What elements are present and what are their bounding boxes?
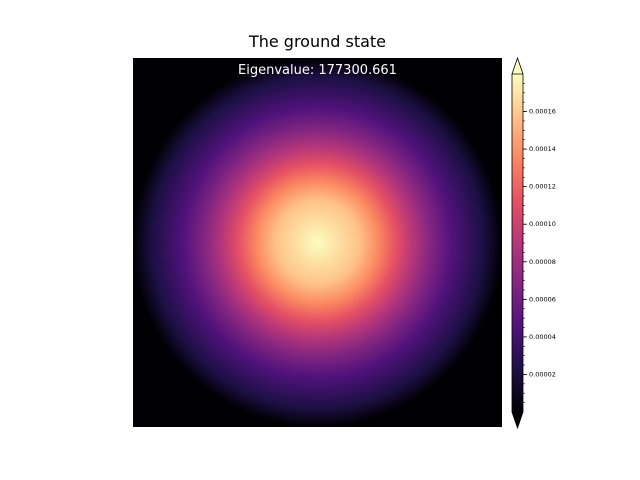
colorbar-tick-label: 0.00016 <box>529 108 556 116</box>
colorbar-extend-max <box>511 56 524 75</box>
colorbar: 0.00002 0.00004 0.00006 0.00008 0.00010 0.000… <box>508 56 568 430</box>
eigenvalue-label: Eigenvalue: 177300.661 <box>238 63 397 78</box>
colorbar-tick-label: 0.00010 <box>529 220 556 228</box>
colorbar-tick-label: 0.00014 <box>529 145 556 153</box>
colorbar-tick-label: 0.00004 <box>529 333 556 341</box>
colorbar-tick-label: 0.00012 <box>529 183 556 191</box>
colorbar-body <box>512 74 523 412</box>
heatmap-plot <box>133 58 502 427</box>
colorbar-tick-label: 0.00006 <box>529 295 556 303</box>
colorbar-tick-label: 0.00002 <box>529 370 556 378</box>
colorbar-extend-min <box>511 411 524 430</box>
heatmap-svg <box>133 58 502 427</box>
colorbar-svg: 0.00002 0.00004 0.00006 0.00008 0.00010 0.000… <box>511 56 556 430</box>
chart-title: The ground state <box>248 32 387 51</box>
colorbar-tick-label: 0.00008 <box>529 258 556 266</box>
heatmap-field <box>133 58 502 427</box>
